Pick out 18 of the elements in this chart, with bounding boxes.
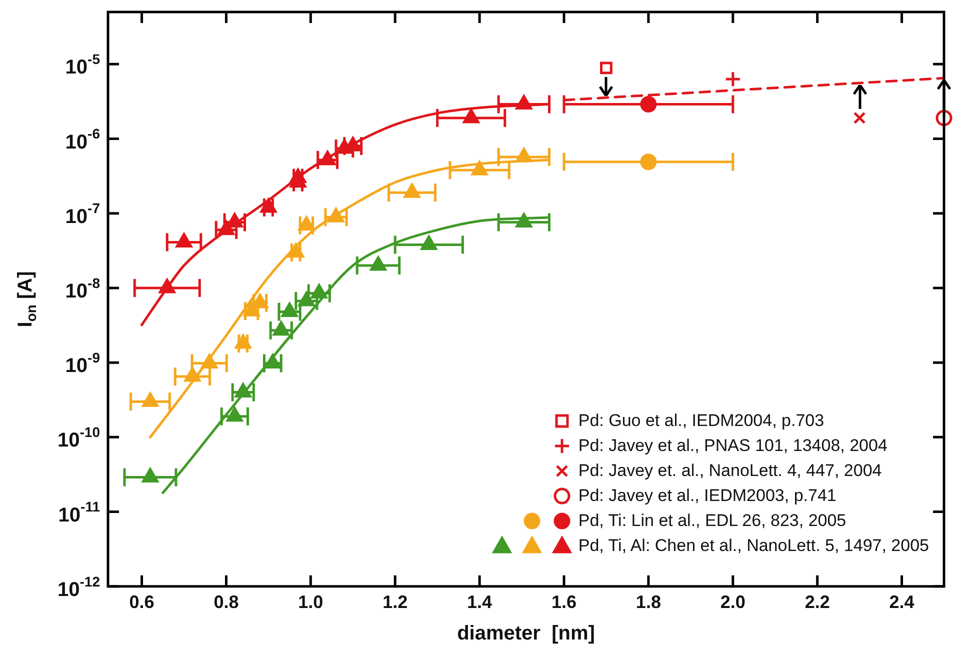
x-tick-label: 0.6	[129, 592, 154, 612]
x-tick-label: 2.4	[889, 592, 914, 612]
legend-label: Pd: Javey et. al., NanoLett. 4, 447, 2004	[578, 460, 882, 481]
legend-label: Pd, Ti: Lin et al., EDL 26, 823, 2005	[578, 510, 846, 531]
x-tick-label: 1.8	[636, 592, 661, 612]
x-tick-label: 1.4	[467, 592, 492, 612]
legend-label: Pd, Ti, Al: Chen et al., NanoLett. 5, 1497, 2005	[578, 536, 929, 556]
y-axis-title: Ion [A]	[14, 271, 39, 328]
x-tick-label: 1.0	[298, 592, 324, 612]
legend-label: Pd: Guo et al., IEDM2004, p.703	[578, 410, 824, 431]
x-axis-title: diameter [nm]	[457, 622, 595, 645]
x-tick-label: 1.2	[382, 592, 408, 612]
legend-label: Pd: Javey et al., IEDM2003, p.741	[578, 486, 836, 506]
legend-label: Pd: Javey et al., PNAS 101, 13408, 2004	[578, 436, 888, 456]
x-tick-label: 2.0	[720, 592, 746, 612]
x-tick-label: 0.8	[214, 592, 239, 612]
x-tick-label: 2.2	[804, 592, 830, 612]
x-tick-label: 1.6	[551, 592, 577, 612]
